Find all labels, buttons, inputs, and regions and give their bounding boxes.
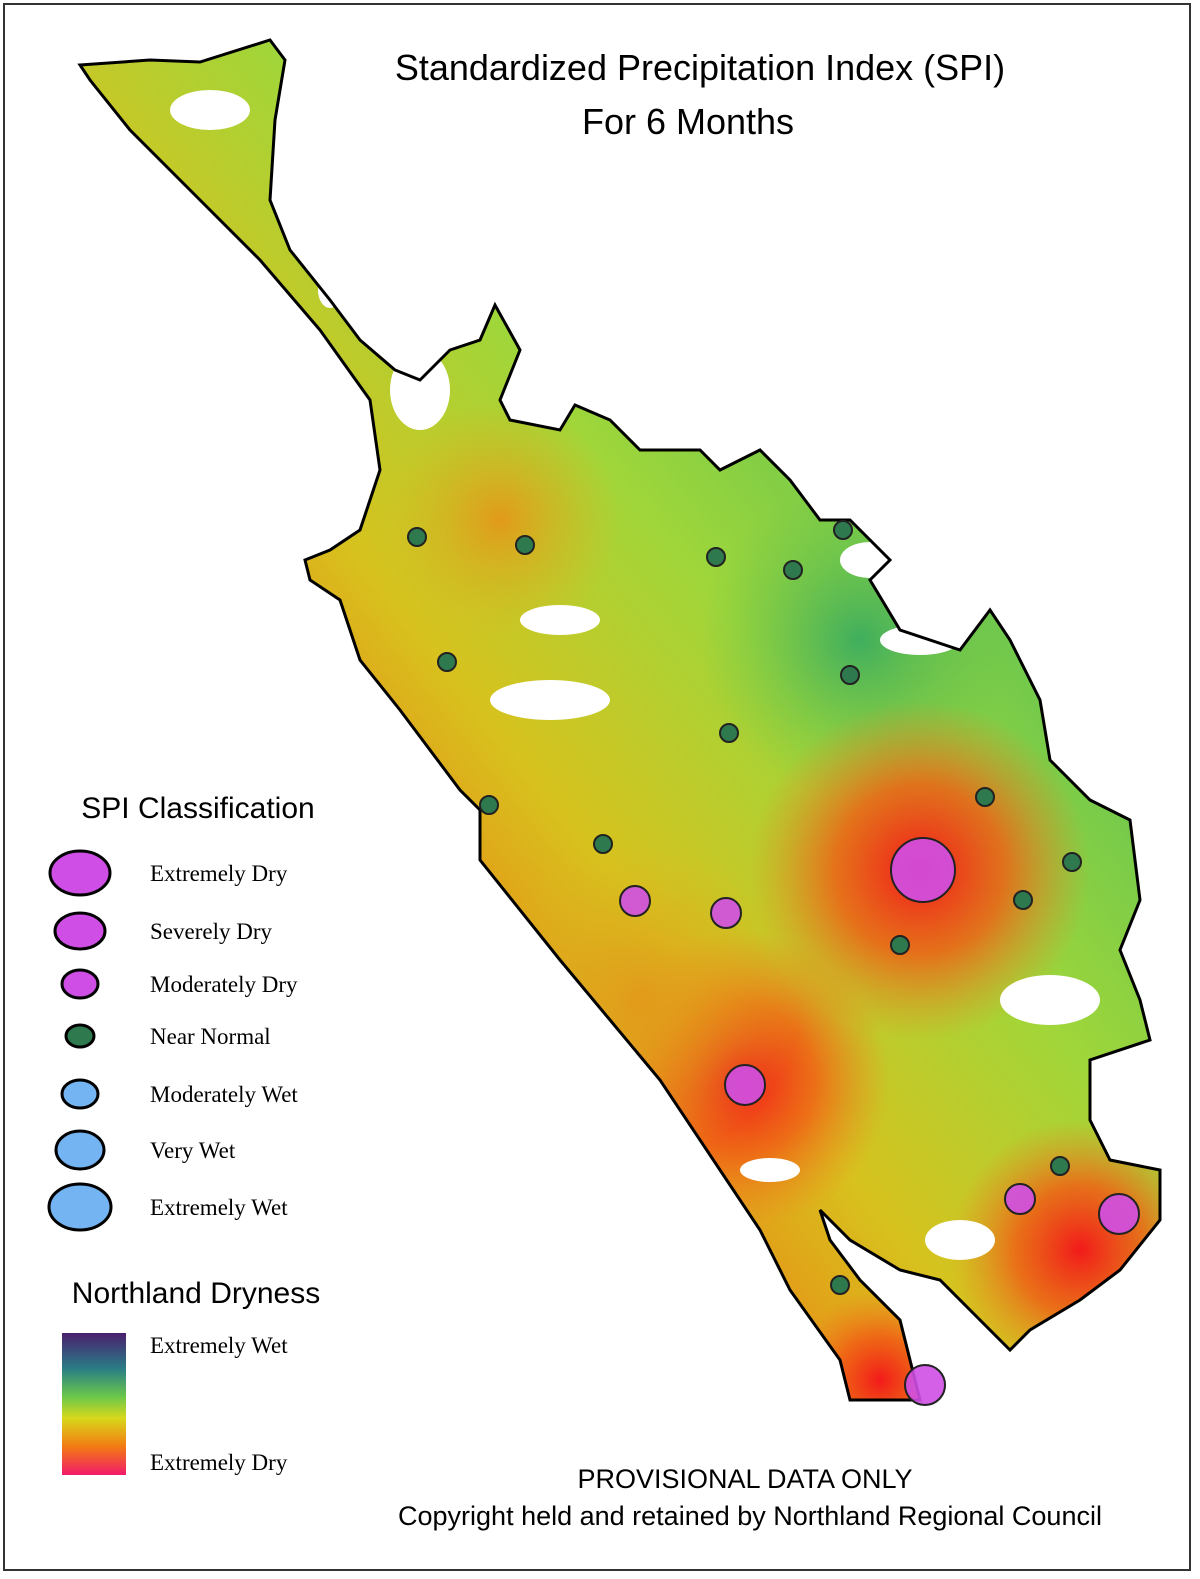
color-ramp — [62, 1333, 126, 1475]
legend-label: Extremely Dry — [150, 861, 288, 886]
station — [706, 547, 726, 567]
legend-title: SPI Classification — [81, 792, 314, 825]
station — [407, 527, 427, 547]
inlet — [390, 350, 450, 430]
station — [904, 1364, 946, 1406]
station — [1004, 1183, 1036, 1215]
station — [1098, 1193, 1140, 1235]
station — [619, 885, 651, 917]
legend-label: Extremely Dry — [150, 1450, 288, 1475]
inlet — [520, 605, 600, 635]
station — [515, 535, 535, 555]
legend-label: Moderately Wet — [150, 1082, 298, 1107]
legend-label: Moderately Dry — [150, 972, 298, 997]
legend-symbol — [60, 1078, 100, 1110]
station — [710, 897, 742, 929]
legend-symbol — [47, 1182, 113, 1232]
footer: Copyright held and retained by Northland… — [398, 1501, 1102, 1531]
spi-legend: Extremely Dry Severely Dry Moderately Dry N… — [47, 849, 298, 1232]
legend-symbol — [53, 911, 107, 951]
land-fill — [80, 40, 1160, 1400]
legend-label: Near Normal — [150, 1024, 271, 1049]
station — [833, 520, 853, 540]
station — [437, 652, 457, 672]
station — [724, 1064, 766, 1106]
coastline — [77, 38, 1162, 1402]
title: Standardized Precipitation Index (SPI) — [395, 47, 1005, 88]
frame — [3, 3, 1191, 1571]
stations — [407, 520, 1140, 1406]
station — [840, 665, 860, 685]
legend-symbol — [64, 1023, 96, 1049]
station — [830, 1275, 850, 1295]
station — [890, 935, 910, 955]
land — [77, 38, 1162, 1402]
surface-blob — [380, 400, 620, 640]
station — [479, 795, 499, 815]
station — [1050, 1156, 1070, 1176]
legend-label: Extremely Wet — [150, 1333, 288, 1358]
legend-label: Extremely Wet — [150, 1195, 288, 1220]
legend-symbol — [54, 1129, 106, 1171]
legend-label: Severely Dry — [150, 919, 272, 944]
title: For 6 Months — [582, 101, 794, 142]
station — [975, 787, 995, 807]
inlet — [490, 680, 610, 720]
inlet — [170, 90, 250, 130]
legend-symbol — [60, 968, 100, 1000]
inlet — [880, 625, 960, 655]
inlet — [1000, 975, 1100, 1025]
station — [890, 837, 956, 903]
inlet — [925, 1220, 995, 1260]
station — [593, 834, 613, 854]
inlet — [740, 1158, 800, 1182]
station — [1062, 852, 1082, 872]
station — [719, 723, 739, 743]
legend-symbol — [48, 849, 112, 897]
station — [783, 560, 803, 580]
legend-label: Very Wet — [150, 1138, 236, 1163]
station — [1013, 890, 1033, 910]
legend-title: Northland Dryness — [72, 1277, 320, 1310]
footer: PROVISIONAL DATA ONLY — [577, 1464, 912, 1494]
